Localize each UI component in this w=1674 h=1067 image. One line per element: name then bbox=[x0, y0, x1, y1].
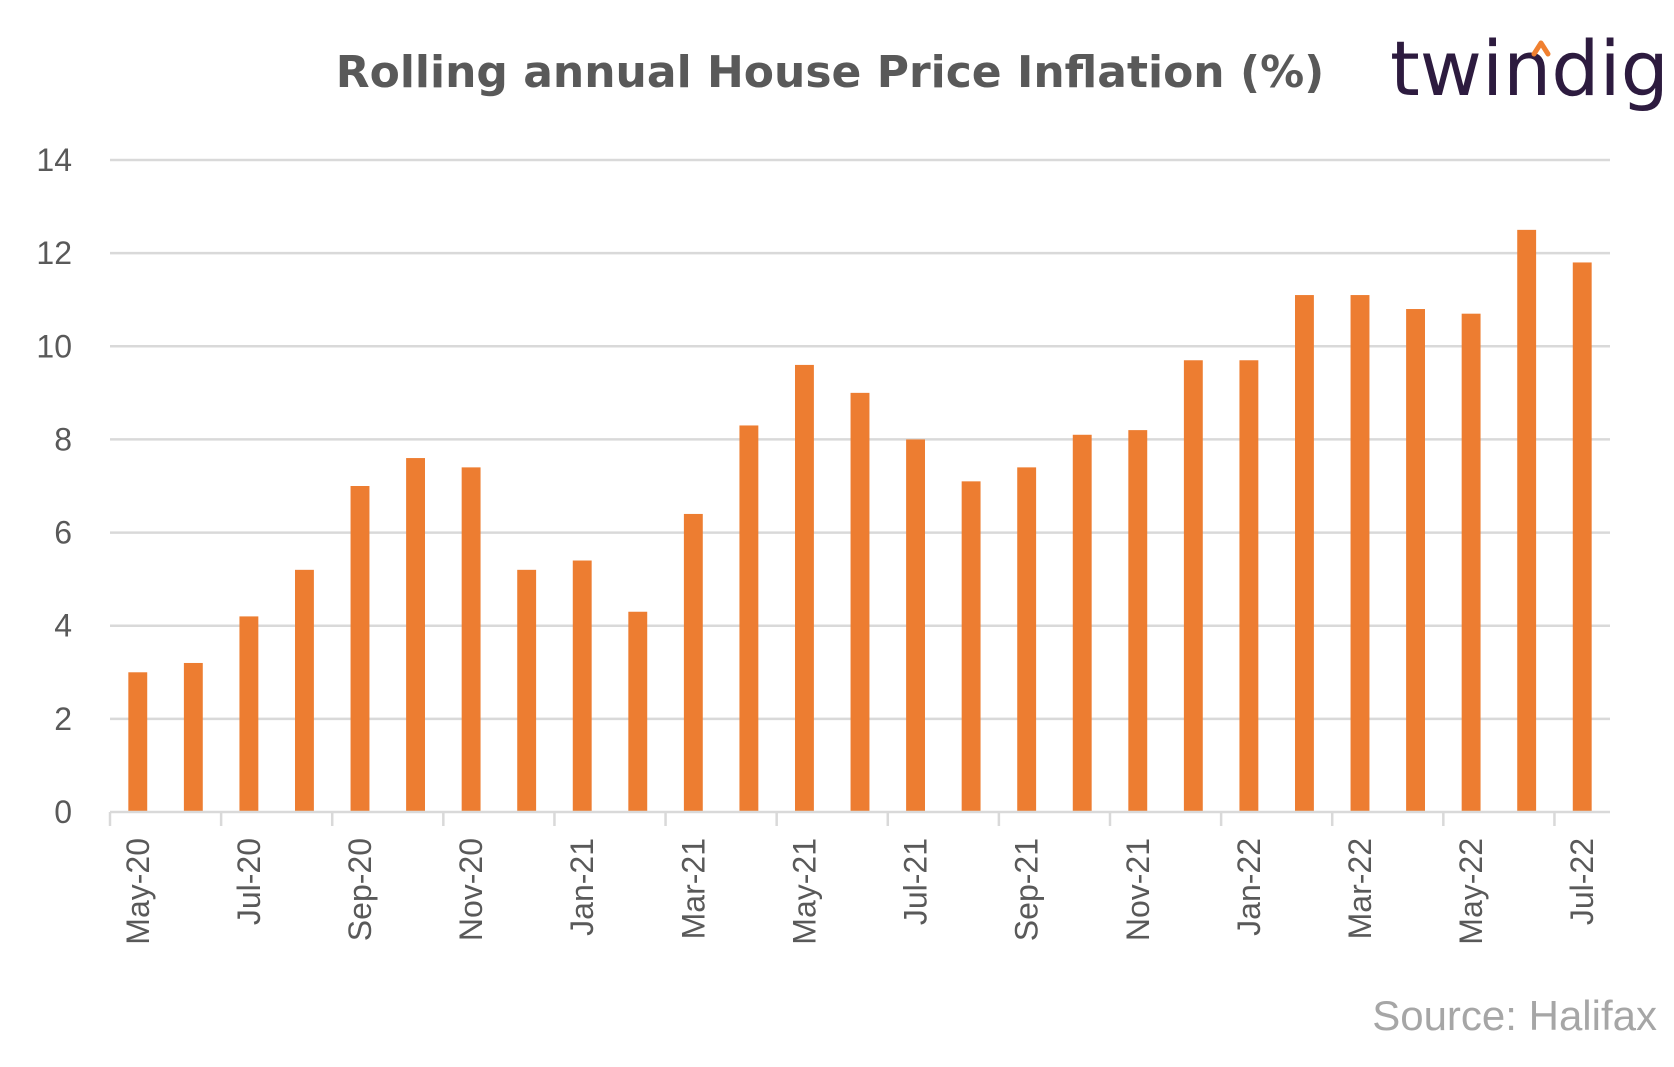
bars bbox=[128, 229, 1592, 812]
bar bbox=[461, 467, 481, 812]
y-tick-label: 0 bbox=[54, 794, 72, 830]
y-tick-label: 4 bbox=[54, 608, 72, 644]
bar bbox=[1572, 262, 1592, 812]
x-tick-label: Nov-21 bbox=[1120, 838, 1156, 941]
bar bbox=[1128, 430, 1148, 812]
bar bbox=[1017, 467, 1037, 812]
x-tick-label: May-20 bbox=[120, 838, 156, 945]
bar bbox=[239, 616, 259, 812]
y-axis: 0 2 4 6 8 10 12 14 bbox=[36, 142, 72, 830]
x-tick-label: Mar-22 bbox=[1342, 838, 1378, 939]
bar bbox=[406, 458, 425, 812]
logo-caret-icon bbox=[1531, 40, 1551, 57]
x-tick-label: Jan-22 bbox=[1231, 838, 1267, 936]
x-tick-label: May-22 bbox=[1453, 838, 1489, 945]
bar bbox=[350, 486, 370, 812]
bar bbox=[1072, 434, 1092, 812]
bar bbox=[961, 481, 981, 812]
x-tick-label: May-21 bbox=[786, 838, 822, 945]
x-axis: May-20 Jul-20 Sep-20 Nov-20 Jan-21 Mar-21 May-… bbox=[108, 810, 1610, 945]
bar bbox=[1461, 313, 1481, 812]
bar bbox=[1183, 360, 1203, 812]
bar bbox=[295, 569, 314, 812]
bar bbox=[517, 569, 537, 812]
bar bbox=[1517, 229, 1537, 812]
bar bbox=[572, 560, 592, 812]
bar bbox=[683, 513, 703, 812]
chart-title: Rolling annual House Price Inflation (%) bbox=[336, 47, 1325, 98]
source-label: Source: Halifax bbox=[1372, 992, 1657, 1039]
twindig-logo: twindig bbox=[1390, 24, 1669, 113]
x-tick-label: Mar-21 bbox=[675, 838, 711, 939]
bar bbox=[1350, 295, 1370, 812]
y-tick-label: 8 bbox=[54, 421, 72, 457]
x-tick-label: Sep-20 bbox=[342, 838, 378, 941]
x-tick-label: Jan-21 bbox=[564, 838, 600, 936]
y-tick-label: 6 bbox=[54, 515, 72, 551]
bar bbox=[850, 392, 870, 812]
x-tick-label: Nov-20 bbox=[453, 838, 489, 941]
bar bbox=[183, 662, 203, 812]
x-tick-label: Jul-20 bbox=[231, 838, 267, 925]
bar bbox=[628, 611, 648, 812]
bar bbox=[906, 439, 925, 812]
x-tick-label: Jul-22 bbox=[1564, 838, 1600, 925]
x-tick-label: Jul-21 bbox=[898, 838, 934, 925]
bar bbox=[1406, 309, 1425, 812]
y-tick-label: 10 bbox=[36, 328, 72, 364]
y-tick-label: 12 bbox=[36, 235, 72, 271]
bar bbox=[739, 425, 759, 812]
bar bbox=[1295, 295, 1314, 812]
brand-name: twindig bbox=[1390, 24, 1669, 113]
bar bbox=[128, 672, 148, 812]
y-tick-label: 14 bbox=[36, 142, 72, 178]
bar bbox=[1239, 360, 1259, 812]
bar bbox=[795, 364, 814, 812]
y-tick-label: 2 bbox=[54, 701, 72, 737]
x-tick-label: Sep-21 bbox=[1009, 838, 1045, 941]
